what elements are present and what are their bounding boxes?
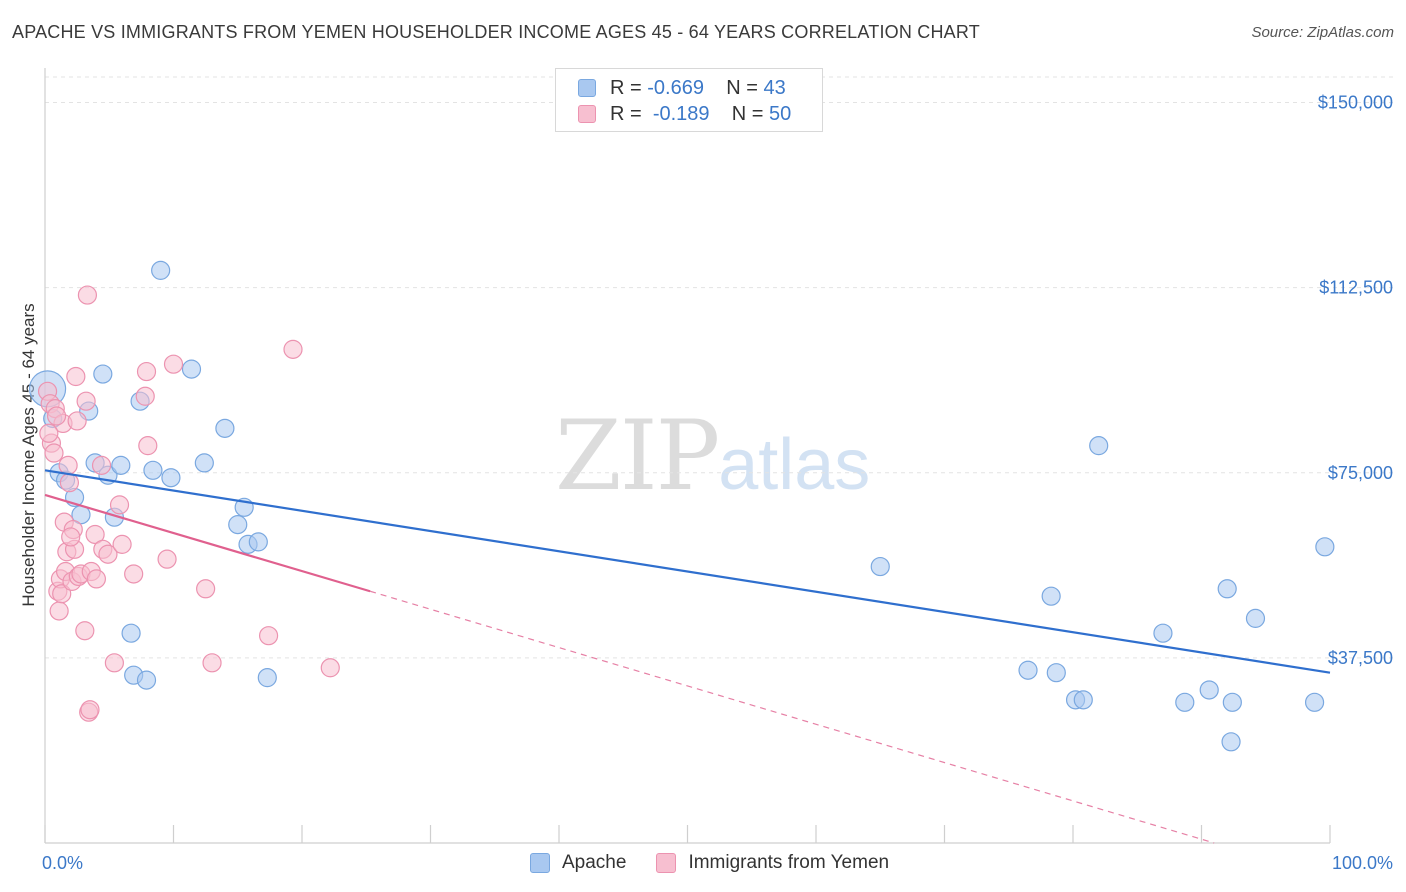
apache-point	[248, 532, 268, 552]
legend-n-value: 50	[769, 102, 792, 125]
legend-r-value: -0.189	[652, 102, 710, 125]
chart-title: APACHE VS IMMIGRANTS FROM YEMEN HOUSEHOL…	[12, 22, 980, 42]
apache-point	[1222, 692, 1242, 712]
yemen-point	[39, 423, 59, 443]
legend-r-label: R =	[610, 76, 642, 99]
y-axis-title: Householder Income Ages 45 - 64 years	[19, 303, 38, 606]
yemen-point	[138, 436, 158, 456]
yemen-point	[66, 366, 86, 387]
yemen-point	[104, 653, 124, 673]
apache-point	[1245, 608, 1266, 628]
apache-point	[1217, 579, 1237, 599]
yemen-trendline-extension	[369, 590, 1215, 844]
yemen-point	[85, 524, 105, 545]
apache-point	[1018, 660, 1038, 680]
legend-swatch-apache	[578, 79, 596, 97]
yemen-point	[77, 285, 98, 305]
y-tick-label: $37,500	[1328, 648, 1393, 668]
apache-point	[215, 418, 235, 438]
yemen-point	[196, 579, 216, 599]
yemen-point	[163, 354, 184, 374]
yemen-point	[86, 569, 107, 589]
yemen-point	[98, 544, 118, 564]
yemen-point	[157, 549, 177, 569]
series-legend: Apache Immigrants from Yemen	[530, 852, 919, 874]
apache-point	[228, 515, 248, 535]
yemen-point	[58, 455, 78, 475]
watermark-zip: ZIP	[555, 400, 720, 512]
series-swatch-apache	[530, 853, 550, 873]
yemen-point	[75, 621, 95, 641]
yemen-point	[59, 473, 80, 493]
apache-point	[1304, 692, 1325, 712]
y-tick-label: $112,500	[1319, 278, 1393, 298]
yemen-point	[52, 584, 72, 604]
apache-point	[1073, 690, 1093, 710]
yemen-point	[61, 527, 81, 547]
yemen-trendline	[44, 493, 371, 593]
yemen-point	[80, 700, 100, 720]
apache-trendline	[44, 469, 1331, 674]
yemen-point	[320, 658, 340, 678]
yemen-point	[136, 361, 157, 382]
y-tick-label: $150,000	[1318, 93, 1393, 113]
apache-point	[1046, 663, 1066, 683]
yemen-point	[91, 455, 112, 475]
legend-r-label: R =	[610, 102, 642, 125]
legend-n-value: 43	[763, 76, 786, 99]
legend-swatch-yemen	[578, 105, 596, 123]
apache-point	[1221, 732, 1241, 752]
series-swatch-yemen	[656, 853, 677, 873]
apache-point	[143, 460, 163, 480]
apache-point	[194, 453, 214, 473]
apache-point	[181, 359, 202, 379]
apache-point	[1041, 586, 1061, 606]
yemen-point	[109, 495, 130, 515]
series-legend-label: Apache	[562, 852, 627, 873]
legend-n-label: N =	[731, 102, 764, 125]
apache-point	[870, 556, 890, 577]
apache-point	[151, 260, 171, 280]
yemen-point	[258, 626, 279, 646]
apache-point	[1089, 436, 1109, 456]
yemen-point	[202, 653, 222, 673]
series-legend-apache[interactable]: Apache	[530, 852, 626, 874]
yemen-point	[112, 534, 132, 554]
x-tick-label: 0.0%	[42, 853, 83, 873]
apache-point	[121, 623, 141, 643]
apache-point	[1315, 537, 1335, 557]
apache-point	[257, 668, 277, 688]
apache-point	[1175, 692, 1195, 712]
apache-point	[136, 670, 157, 690]
apache-point	[1199, 680, 1219, 700]
apache-point	[1153, 623, 1173, 643]
y-tick-label: $75,000	[1328, 463, 1393, 483]
apache-point	[111, 455, 131, 475]
yemen-point	[135, 386, 155, 406]
apache-point	[161, 468, 181, 488]
legend-row-apache: R = -0.669 N = 43	[578, 76, 786, 100]
series-legend-yemen[interactable]: Immigrants from Yemen	[656, 852, 889, 874]
watermark: ZIPatlas	[555, 400, 870, 512]
apache-point	[93, 364, 113, 384]
yemen-point	[44, 443, 64, 463]
yemen-point	[124, 564, 144, 584]
x-tick-label: 100.0%	[1332, 853, 1393, 873]
yemen-point	[46, 406, 67, 426]
yemen-point	[67, 411, 87, 431]
source-label: Source: ZipAtlas.com	[1251, 24, 1394, 41]
correlation-legend: R = -0.669 N = 43 R = -0.189 N = 50	[555, 68, 823, 132]
legend-n-label: N =	[726, 76, 758, 99]
yemen-point	[283, 339, 303, 359]
legend-row-yemen: R = -0.189 N = 50	[578, 102, 791, 126]
yemen-point	[76, 391, 96, 411]
series-legend-label: Immigrants from Yemen	[688, 852, 890, 873]
yemen-point	[49, 601, 69, 621]
watermark-atlas: atlas	[718, 425, 871, 505]
legend-r-value: -0.669	[647, 76, 704, 99]
